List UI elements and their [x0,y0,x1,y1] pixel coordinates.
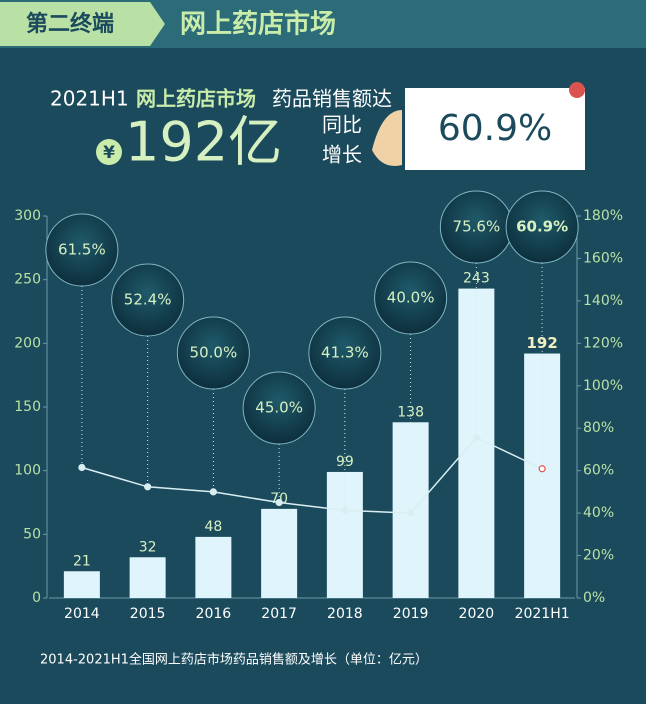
x-tick-label: 2017 [261,606,297,622]
bar [129,557,166,598]
yoy-line1: 同比 [322,113,362,137]
y2-tick-label: 0% [583,590,605,606]
y2-tick-label: 120% [583,335,623,351]
headline-verb: 药品销售额达 [272,87,392,111]
page-title: 网上药店市场 [180,9,336,40]
x-tick-label: 2019 [393,606,429,622]
x-tick-label: 2014 [64,606,100,622]
x-tick-label: 2015 [130,606,166,622]
growth-bubble [505,190,579,264]
hand-icon [372,110,402,166]
amount: 192亿 [125,111,282,174]
ribbon-icon [569,82,585,98]
x-tick-label: 2018 [327,606,363,622]
growth-bubble [308,316,382,390]
y2-tick-label: 40% [583,505,614,521]
bar-label: 48 [204,519,222,535]
growth-point [78,463,86,472]
yoy-line2: 增长 [322,143,362,167]
growth-bubble [176,316,250,390]
growth-label: 45.0% [255,399,303,417]
growth-point [341,506,349,514]
growth-label: 40.0% [387,289,435,307]
growth-box [405,88,585,170]
growth-label: 41.3% [321,344,369,362]
growth-bubble [45,213,119,287]
x-tick-label: 2016 [196,606,232,622]
y2-tick-label: 140% [583,293,623,309]
growth-label: 60.9% [516,218,568,236]
y2-tick-label: 100% [583,378,623,394]
growth-bubble [242,371,316,445]
growth: 60.9% [438,108,552,149]
currency: ¥ [103,143,115,163]
bar [326,471,363,598]
growth-bubble [374,261,448,335]
growth-point [538,465,546,473]
y-tick-label: 200 [14,335,41,351]
bar-label: 32 [139,539,157,555]
growth-label: 52.4% [124,291,172,309]
footnote: 2014-2021H1全国网上药店市场药品销售额及增长（单位：亿元） [40,652,428,668]
currency-badge [96,139,122,165]
growth-label: 50.0% [190,344,238,362]
growth-point [144,483,152,491]
y2-tick-label: 20% [583,548,614,564]
y-tick-label: 100 [14,463,41,479]
growth-line [81,436,543,514]
bar [195,536,232,598]
bar [261,508,298,598]
headline-market: 网上药店市场 [136,87,256,111]
bar-label: 138 [397,404,424,420]
growth-point [472,433,480,442]
x-tick-label: 2021H1 [515,606,570,622]
y2-tick-label: 60% [583,463,614,479]
y-tick-label: 150 [14,399,41,415]
tag-box [0,2,165,46]
bar [63,571,100,598]
tag: 第二终端 [26,11,114,37]
growth-point [275,498,283,507]
bar-label: 21 [73,553,91,569]
y-tick-label: 50 [23,526,41,542]
growth-point [209,488,217,496]
growth-bubble [111,263,185,337]
y2-tick-label: 180% [583,208,623,224]
y-tick-label: 0 [32,590,41,606]
growth-label: 61.5% [58,241,106,259]
y2-tick-label: 160% [583,250,623,266]
growth-label: 75.6% [453,218,501,236]
y-tick-label: 250 [14,272,41,288]
bar-label: 243 [463,271,490,287]
growth-point [407,509,415,517]
bar [524,353,561,598]
headline-period: 2021H1 [50,87,129,111]
y2-tick-label: 80% [583,420,614,436]
y-tick-label: 300 [14,208,41,224]
x-tick-label: 2020 [459,606,495,622]
